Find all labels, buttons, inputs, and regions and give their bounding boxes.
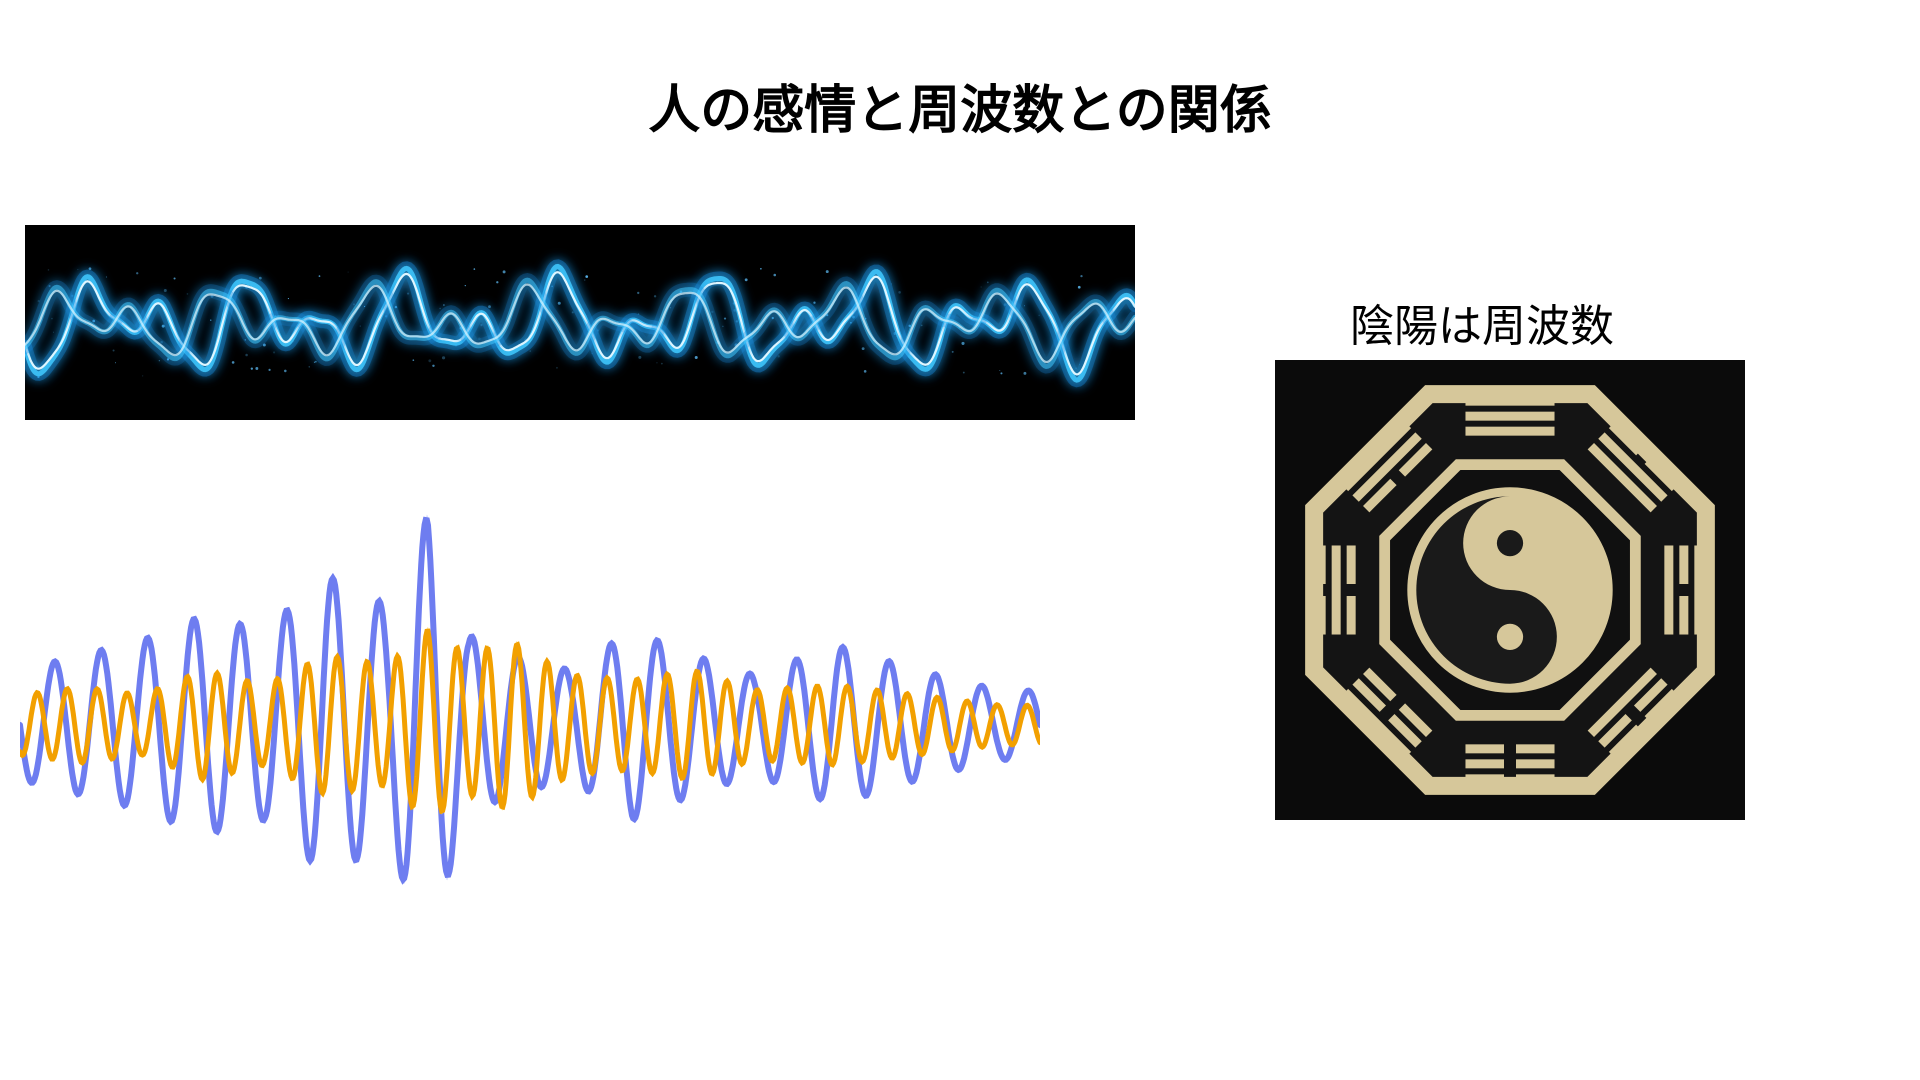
slide-title: 人の感情と周波数との関係 [0, 68, 1920, 143]
dual-ribbon-wave-panel [20, 495, 1040, 935]
slide: 人の感情と周波数との関係 陰陽は周波数 [0, 0, 1920, 1080]
wave-glow-panel [25, 225, 1135, 420]
bagua-caption: 陰陽は周波数 [1350, 290, 1614, 354]
bagua-yinyang-panel [1275, 360, 1745, 820]
